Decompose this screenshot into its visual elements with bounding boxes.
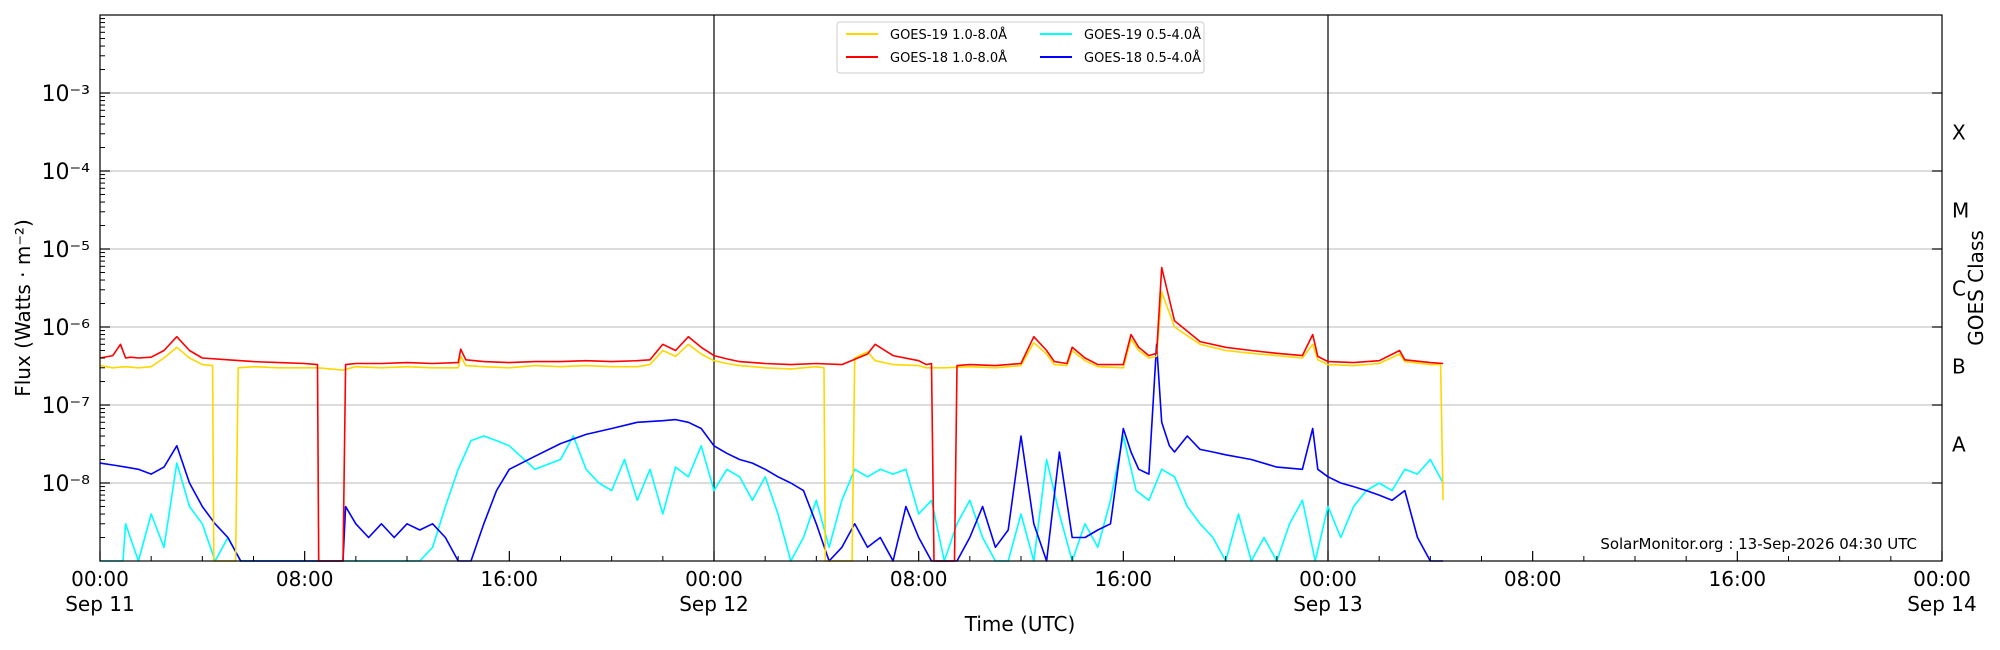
legend-box [836, 21, 1205, 74]
y-tick-label: 10⁻⁵ [42, 238, 90, 263]
y-tick-label: 10⁻⁴ [42, 160, 91, 185]
goes-class-label: B [1952, 355, 1966, 379]
legend-label: GOES-18 0.5-4.0Å [1084, 50, 1201, 66]
goes-class-label: X [1952, 121, 1966, 145]
y-tick-label: 10⁻⁸ [42, 472, 91, 497]
x-tick-time-label: 16:00 [1709, 567, 1767, 591]
x-tick-time-label: 08:00 [276, 567, 334, 591]
legend: GOES-19 1.0-8.0Å GOES-18 1.0-8.0Å GOES-19 … [836, 21, 1205, 74]
y-axis-label: Flux (Watts · m⁻²) [11, 219, 35, 397]
x-axis-label: Time (UTC) [964, 612, 1076, 636]
x-tick-date-label: Sep 11 [65, 592, 135, 616]
y-tick-label: 10⁻³ [42, 82, 90, 107]
x-tick-date-label: Sep 12 [679, 592, 749, 616]
x-tick-time-label: 00:00 [685, 567, 743, 591]
series-line [99, 266, 1444, 562]
x-tick-time-label: 00:00 [1299, 567, 1357, 591]
x-tick-date-label: Sep 13 [1293, 592, 1363, 616]
grid-lines [100, 92, 1942, 484]
series-line [99, 291, 1444, 562]
goes-class-label: C [1952, 277, 1966, 301]
y-tick-label: 10⁻⁷ [42, 394, 90, 419]
goes-class-label: M [1952, 199, 1969, 223]
x-tick-time-label: 08:00 [890, 567, 948, 591]
plot-frame [99, 14, 1943, 562]
x-tick-time-label: 08:00 [1504, 567, 1562, 591]
x-tick-time-label: 16:00 [1095, 567, 1153, 591]
y-tick-label: 10⁻⁶ [42, 316, 91, 341]
source-annotation: SolarMonitor.org : 13-Sep-2026 04:30 UTC [1600, 535, 1917, 553]
series-line [100, 435, 1444, 562]
x-tick-time-label: 00:00 [71, 567, 129, 591]
x-tick-time-label: 16:00 [481, 567, 539, 591]
x-tick-time-label: 00:00 [1913, 567, 1971, 591]
goes-class-axis-label: GOES Class [1964, 230, 1988, 346]
day-boundary-lines [713, 15, 1329, 561]
axis-ticks [99, 18, 1943, 561]
legend-label: GOES-19 0.5-4.0Å [1084, 27, 1201, 43]
series-lines [99, 266, 1444, 562]
legend-label: GOES-19 1.0-8.0Å [890, 27, 1007, 43]
x-tick-date-label: Sep 14 [1907, 592, 1977, 616]
legend-label: GOES-18 1.0-8.0Å [890, 50, 1007, 66]
goes-class-label: A [1952, 433, 1966, 457]
